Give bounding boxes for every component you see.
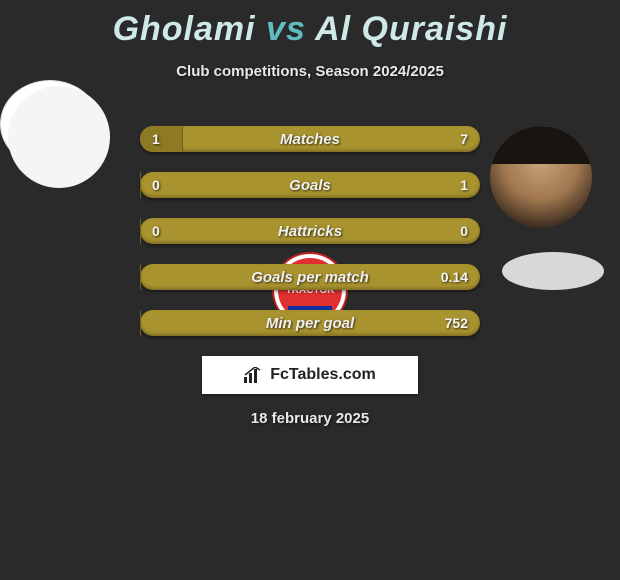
player1-avatar xyxy=(8,86,110,188)
stat-label: Min per goal xyxy=(140,315,480,332)
brand-badge: FcTables.com xyxy=(202,356,418,394)
comparison-title: Gholami vs Al Quraishi xyxy=(0,0,620,49)
stat-right-value: 0 xyxy=(460,223,468,239)
chart-icon xyxy=(244,367,264,383)
stat-label: Goals per match xyxy=(140,269,480,286)
stat-bar-mpg: Min per goal 752 xyxy=(140,310,480,336)
player2-name: Al Quraishi xyxy=(315,10,507,48)
stat-label: Hattricks xyxy=(140,223,480,240)
player1-name: Gholami xyxy=(113,10,256,48)
stat-right-value: 752 xyxy=(445,315,468,331)
date-label: 18 february 2025 xyxy=(0,410,620,427)
brand-text: FcTables.com xyxy=(270,366,376,384)
stat-right-value: 0.14 xyxy=(441,269,468,285)
stat-bars: 1 Matches 7 0 Goals 1 0 Hattricks 0 Goal… xyxy=(140,126,480,356)
stat-right-value: 7 xyxy=(460,131,468,147)
stat-label: Matches xyxy=(140,131,480,148)
stat-bar-hattricks: 0 Hattricks 0 xyxy=(140,218,480,244)
subtitle: Club competitions, Season 2024/2025 xyxy=(0,63,620,80)
player2-avatar xyxy=(490,126,592,228)
stat-bar-matches: 1 Matches 7 xyxy=(140,126,480,152)
stat-bar-gpm: Goals per match 0.14 xyxy=(140,264,480,290)
stat-label: Goals xyxy=(140,177,480,194)
player2-flag xyxy=(502,252,604,290)
vs-label: vs xyxy=(266,10,306,48)
stat-bar-goals: 0 Goals 1 xyxy=(140,172,480,198)
stat-right-value: 1 xyxy=(460,177,468,193)
